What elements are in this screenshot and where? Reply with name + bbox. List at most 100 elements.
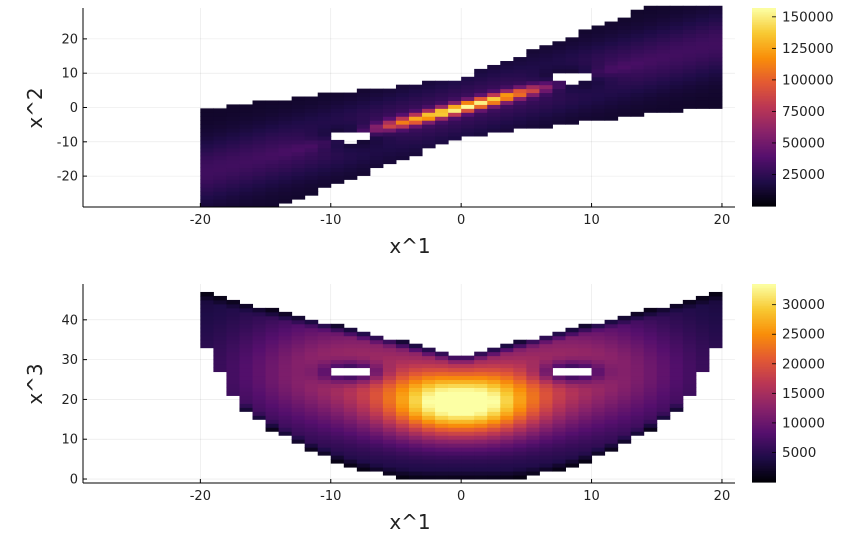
heatmap-cell [552,49,566,54]
heatmap-cell [500,387,514,392]
heatmap-cell [356,379,371,384]
heatmap-cell [474,359,488,365]
heatmap-cell [617,403,632,408]
heatmap-cell [435,116,449,121]
heatmap-cell [604,423,619,428]
heatmap-cell [252,343,267,349]
heatmap-cell [500,463,514,468]
y-tick-label: 0 [70,473,78,488]
heatmap-cell [291,411,306,416]
heatmap-cell [682,57,697,62]
heatmap-cell [552,100,566,105]
colorbar-segment [752,164,776,167]
heatmap-cell [435,435,449,440]
heatmap-cell [617,415,632,420]
heatmap-cell [200,167,214,172]
heatmap-cell [500,475,514,480]
heatmap-cell [474,455,488,460]
heatmap-cell [239,315,254,321]
heatmap-cell [474,124,488,129]
heatmap-cell [252,203,267,208]
heatmap-cell [513,415,527,420]
heatmap-cell [252,128,267,133]
heatmap-cell [343,167,358,172]
heatmap-cell [278,355,293,361]
colorbar-segment [752,41,776,44]
heatmap-cell [278,171,293,176]
heatmap-cell [669,323,684,329]
heatmap-cell [604,41,619,46]
heatmap-cell [565,435,580,440]
heatmap-cell [448,359,462,365]
heatmap-cell [487,463,501,468]
heatmap-cell [565,455,580,460]
heatmap-cell [565,104,580,109]
x-tick-label: 20 [714,213,731,228]
colorbar-segment [752,52,776,55]
heatmap-cell [669,33,684,38]
heatmap-cell [565,355,580,361]
colorbar-segment [752,308,776,311]
heatmap-cell [682,84,697,90]
heatmap-cell [200,112,214,117]
heatmap-cell [565,49,580,54]
heatmap-cell [369,415,384,420]
heatmap-cell [239,151,254,157]
heatmap-cell [526,423,540,428]
heatmap-cell [617,29,632,34]
heatmap-cell [239,191,254,196]
heatmap-cell [487,395,501,400]
colorbar-segment [752,293,776,297]
heatmap-cell [474,375,488,381]
heatmap-cell [539,375,553,381]
heatmap-cell [252,367,267,373]
heatmap-cell [526,419,540,424]
heatmap-cell [278,167,293,172]
heatmap-cell [643,347,658,353]
heatmap-cell [226,315,240,321]
heatmap-cell [239,347,254,353]
heatmap-cell [317,116,332,121]
heatmap-cell [422,367,436,373]
heatmap-cell [513,431,527,436]
heatmap-cell [382,151,397,157]
heatmap-cell [708,295,723,301]
heatmap-cell [304,411,319,416]
heatmap-cell [226,383,240,388]
colorbar-segment [752,55,776,59]
heatmap-cell [343,339,358,345]
colorbar-segment [752,113,776,116]
colorbar-segment [752,17,776,21]
heatmap-cell [708,92,723,98]
colorbar-segment [752,336,776,340]
heatmap-cell [552,335,566,341]
heatmap-cell [239,199,254,204]
heatmap-cell [604,391,619,396]
heatmap-cell [708,100,723,105]
heatmap-cell [239,351,254,357]
heatmap-cell [304,399,319,404]
heatmap-cell [200,128,214,133]
heatmap-cell [630,347,645,353]
heatmap-cell [578,61,593,66]
heatmap-cell [643,307,658,313]
heatmap-cell [369,435,384,440]
heatmap-cell [669,339,684,345]
heatmap-cell [578,451,593,456]
heatmap-cell [669,45,684,50]
colorbar-segment [752,191,776,194]
heatmap-cell [656,375,671,381]
heatmap-cell [513,403,527,408]
heatmap-cell [317,363,332,369]
heatmap-cell [656,76,671,82]
heatmap-cell [604,427,619,432]
heatmap-cell [630,92,645,98]
colorbar-segment [752,26,776,29]
heatmap-cell [500,447,514,452]
heatmap-cell [330,179,345,184]
heatmap-cell [330,447,345,452]
heatmap-cell [252,159,267,165]
heatmap-cell [565,339,580,345]
heatmap-cell [526,80,540,86]
heatmap-cell [474,80,488,86]
